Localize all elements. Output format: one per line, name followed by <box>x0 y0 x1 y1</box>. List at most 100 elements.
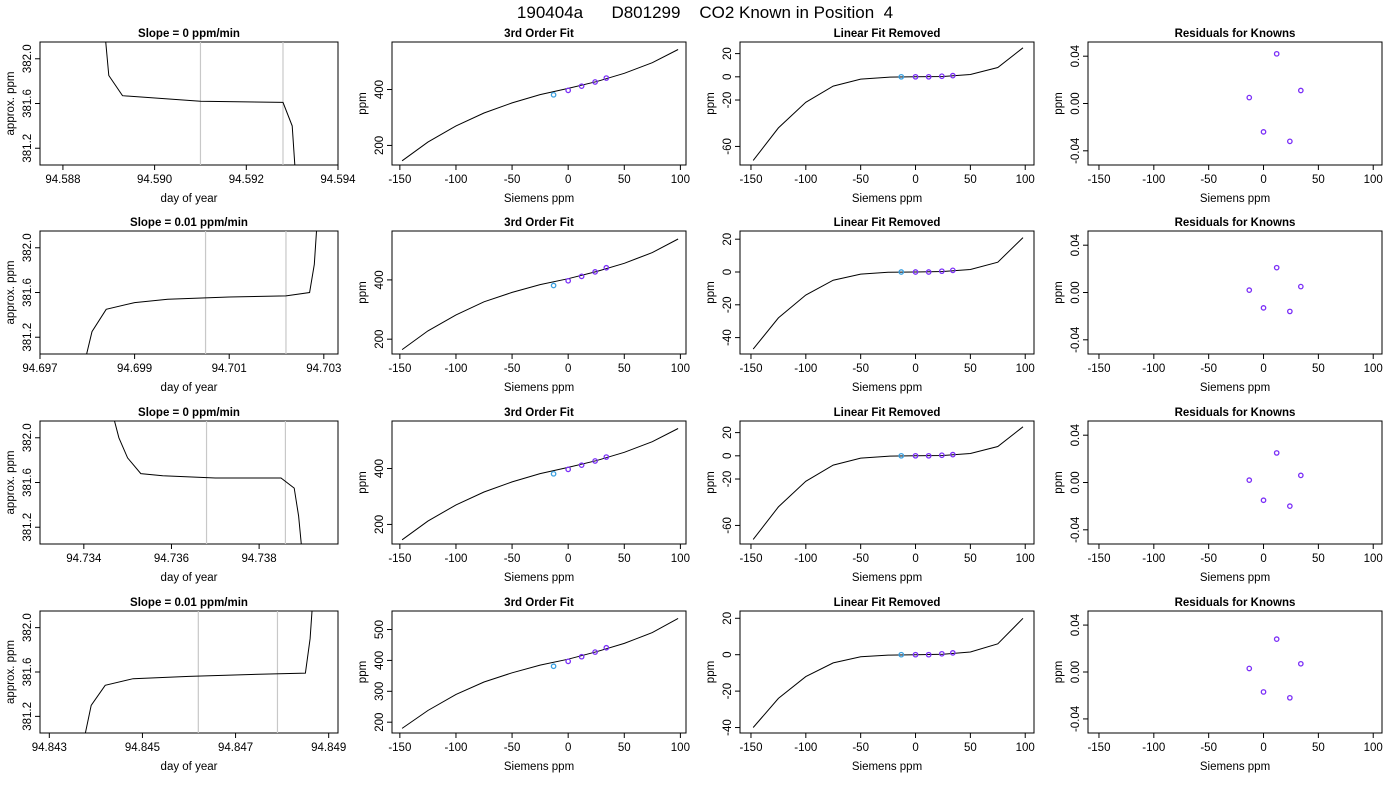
data-point <box>939 650 945 657</box>
x-tick-label: 50 <box>964 553 977 565</box>
data-point <box>898 269 905 275</box>
y-tick-label: 0.00 <box>1070 661 1082 683</box>
x-axis-label: day of year <box>161 382 218 394</box>
y-tick-label: 0 <box>722 453 734 459</box>
x-tick-label: -50 <box>504 742 521 754</box>
x-tick-label: 94.592 <box>229 174 264 186</box>
x-tick-label: 0 <box>565 553 571 565</box>
x-tick-label: 100 <box>1364 553 1383 565</box>
x-tick-label: 100 <box>1016 174 1035 186</box>
x-tick-label: 100 <box>671 553 690 565</box>
data-point <box>925 651 932 658</box>
x-tick-label: 50 <box>1312 742 1325 754</box>
x-tick-label: 100 <box>1364 174 1383 186</box>
y-tick-label: 0.04 <box>1070 233 1082 256</box>
x-tick-label: 100 <box>1016 363 1035 375</box>
x-tick-label: -150 <box>1087 174 1110 186</box>
x-tick-label: 94.736 <box>154 553 189 565</box>
data-point <box>565 658 572 665</box>
y-tick-label: 20 <box>722 233 734 246</box>
panel-6: 3rd Order Fit -150 -100 -50 0 50 100 Siemens pp… <box>357 217 690 394</box>
panel-title: Linear Fit Removed <box>834 597 941 609</box>
y-tick-label: 0.00 <box>1070 92 1082 114</box>
series-line <box>113 421 302 544</box>
y-axis-label: ppm <box>1053 471 1065 493</box>
y-tick-label: -20 <box>722 296 734 313</box>
data-point <box>925 73 932 80</box>
data-point <box>1287 138 1293 145</box>
data-point <box>898 73 905 80</box>
panel-15: Linear Fit Removed -150 -100 -50 0 50 100 Sieme… <box>705 597 1035 773</box>
data-point <box>1246 287 1253 293</box>
y-tick-label: 382.0 <box>22 423 34 452</box>
x-tick-label: 100 <box>671 363 690 375</box>
y-axis-label: ppm <box>705 281 717 303</box>
y-axis-label: ppm <box>357 281 369 303</box>
x-tick-label: 50 <box>964 363 977 375</box>
x-axis-label: Siemens ppm <box>504 761 574 773</box>
plot-frame <box>1087 610 1383 734</box>
y-tick-label: 0 <box>722 74 734 80</box>
x-tick-label: 50 <box>618 553 631 565</box>
x-tick-label: -150 <box>739 363 762 375</box>
x-tick-label: -50 <box>1200 742 1217 754</box>
x-tick-label: 100 <box>671 742 690 754</box>
panel-5: Slope = 0.01 ppm/min 94.697 94.699 94.701 94… <box>5 217 341 394</box>
y-tick-label: 381.6 <box>22 278 34 307</box>
y-tick-label: 400 <box>374 270 386 289</box>
x-tick-label: 50 <box>618 742 631 754</box>
panel-1: Slope = 0 ppm/min 94.588 94.590 94.592 94.59… <box>5 28 356 205</box>
x-tick-label: -150 <box>388 742 411 754</box>
x-axis-label: Siemens ppm <box>1200 193 1270 205</box>
y-axis-label: ppm <box>357 661 369 683</box>
panel-title: 3rd Order Fit <box>504 407 574 419</box>
x-axis-label: Siemens ppm <box>852 382 922 394</box>
panel-title: Residuals for Knowns <box>1175 28 1296 40</box>
x-axis-label: Siemens ppm <box>852 572 922 584</box>
data-point <box>912 651 919 658</box>
data-point <box>578 273 585 280</box>
y-axis-label: approx. ppm <box>5 640 17 704</box>
x-axis-label: day of year <box>161 761 218 773</box>
x-tick-label: -150 <box>1087 363 1110 375</box>
panel-title: Residuals for Knowns <box>1175 217 1296 229</box>
plot-frame <box>739 610 1035 734</box>
x-tick-label: 94.849 <box>311 742 346 754</box>
data-point <box>550 663 557 670</box>
series-line <box>401 617 679 729</box>
y-tick-label: -0.04 <box>1070 516 1082 543</box>
x-tick-label: 0 <box>1260 553 1266 565</box>
x-tick-label: 50 <box>618 174 631 186</box>
x-tick-label: 94.590 <box>137 174 172 186</box>
x-axis-label: Siemens ppm <box>852 761 922 773</box>
x-tick-label: 100 <box>1016 553 1035 565</box>
data-point <box>1246 94 1253 101</box>
x-tick-label: 0 <box>1260 363 1266 375</box>
x-tick-label: 94.701 <box>212 363 247 375</box>
data-point <box>603 454 610 460</box>
data-point <box>603 644 610 651</box>
y-tick-label: 20 <box>722 612 734 625</box>
y-tick-label: 0.00 <box>1070 471 1082 493</box>
data-point <box>550 470 557 477</box>
series-line <box>84 611 313 733</box>
series-line <box>86 231 318 354</box>
data-point <box>949 267 956 274</box>
data-point <box>1260 129 1267 135</box>
x-tick-label: -50 <box>1200 553 1217 565</box>
data-point <box>939 268 945 275</box>
panel-title: Slope = 0.01 ppm/min <box>130 217 248 229</box>
panel-12: Residuals for Knowns -150 -100 -50 0 50 100 Sie… <box>1053 407 1383 584</box>
data-point <box>550 282 557 289</box>
panel-2: 3rd Order Fit -150 -100 -50 0 50 100 Siemens pp… <box>357 28 690 205</box>
data-point <box>898 651 905 658</box>
data-point <box>1260 305 1267 311</box>
x-tick-label: 50 <box>964 174 977 186</box>
x-tick-label: 94.697 <box>22 363 57 375</box>
panel-title: Linear Fit Removed <box>834 407 941 419</box>
y-tick-label: 0.00 <box>1070 281 1082 303</box>
x-tick-label: -150 <box>388 363 411 375</box>
x-tick-label: 0 <box>565 174 571 186</box>
data-point <box>578 653 585 660</box>
y-tick-label: -40 <box>722 329 734 346</box>
